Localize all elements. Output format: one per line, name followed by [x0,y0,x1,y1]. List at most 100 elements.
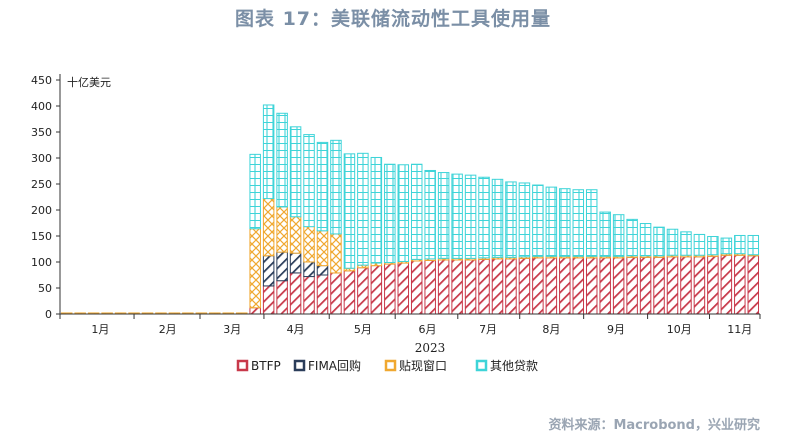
y-tick-label: 300 [31,152,52,165]
bar-btfp [303,276,315,315]
bar-other [585,189,598,257]
x-tick-label: 6月 [419,323,437,336]
legend-swatch-discount [384,359,397,372]
bar-discount [262,198,275,257]
bar-btfp [397,262,410,315]
legend-label-other: 其他贷款 [490,359,538,373]
bar-other [370,156,383,264]
bar-btfp [478,258,490,315]
bar-other [626,218,638,257]
bar-btfp [491,258,504,315]
legend-swatch-btfp [236,359,249,372]
bar-fima [262,255,275,287]
bar-btfp [289,272,302,315]
bar-other [720,237,733,255]
bar-other [384,163,396,264]
legend-label-btfp: BTFP [251,359,281,373]
bar-other [357,152,369,266]
bar-btfp [532,257,544,315]
y-tick-label: 50 [38,282,52,295]
legend-item-btfp: BTFP [236,359,281,373]
x-tick-label: 8月 [542,323,560,336]
bar-other [532,184,544,257]
bar-other [747,234,760,256]
bar-btfp [410,260,423,315]
bar-btfp [437,259,450,315]
x-tick-label: 3月 [223,323,241,336]
x-tick-label: 9月 [607,323,625,336]
bar-fima [289,252,302,274]
bar-btfp [424,259,436,315]
bar-btfp [680,256,692,315]
bar-other [289,126,302,218]
bar-btfp [599,257,611,315]
bar-btfp [505,258,517,315]
bar-other [316,141,329,232]
legend-item-discount: 贴现窗口 [384,359,447,373]
bar-fima [276,251,288,282]
bar-other [639,223,652,257]
bar-btfp [249,307,261,315]
bar-other [343,153,356,269]
bar-other [330,139,342,235]
bar-other [518,182,531,258]
bar-other [491,178,504,258]
legend-item-other: 其他贷款 [475,359,538,373]
y-tick-label: 150 [31,230,52,243]
bar-btfp [276,280,288,315]
bar-btfp [639,256,652,315]
legend-label-fima: FIMA回购 [308,358,361,373]
bar-other [734,234,746,255]
y-tick-label: 100 [31,256,52,269]
bar-btfp [316,274,329,315]
bar-btfp [451,259,463,315]
bar-discount [289,216,302,254]
bar-other [545,186,558,257]
bar-other [666,228,679,256]
bar-btfp [384,263,396,315]
y-unit-label: 十亿美元 [67,75,111,89]
source-note: 资料来源：Macrobond，兴业研究 [548,418,760,433]
bar-fima [316,265,329,276]
y-tick-label: 200 [31,204,52,217]
bar-btfp [720,254,733,315]
bar-btfp [707,255,719,315]
bar-discount [316,230,329,267]
bar-other [505,181,517,258]
bar-btfp [518,257,531,315]
bar-other [303,134,315,228]
bar-other [276,112,288,208]
bar-other [451,173,463,259]
bar-fima [303,261,315,278]
legend-swatch-fima [293,359,306,372]
x-tick-label: 1月 [91,323,109,336]
bar-btfp [734,254,746,315]
bar-btfp [370,265,383,315]
bar-other [599,211,611,257]
bar-other [680,231,692,256]
bar-other [437,172,450,259]
bar-other [653,226,665,257]
bar-discount [330,233,342,274]
x-tick-label: 4月 [287,323,305,336]
bar-btfp [572,257,585,315]
x-tick-label: 10月 [667,323,692,336]
x-tick-label: 5月 [354,323,372,336]
bars [60,104,760,315]
bar-discount [276,206,288,253]
bar-other [707,236,719,256]
x-tick-label: 7月 [479,323,497,336]
bar-btfp [262,285,275,315]
legend-swatch-other [475,359,488,372]
bar-btfp [545,257,558,315]
y-tick-label: 250 [31,178,52,191]
bar-other [693,233,706,256]
legend: BTFP FIMA回购 贴现窗口 其他贷款 [236,358,538,373]
bar-btfp [612,257,625,315]
bar-other [478,176,490,259]
chart-title: 图表 17：美联储流动性工具使用量 [234,8,552,30]
bar-btfp [626,256,638,315]
y-tick-label: 0 [45,308,52,321]
bar-btfp [693,256,706,315]
